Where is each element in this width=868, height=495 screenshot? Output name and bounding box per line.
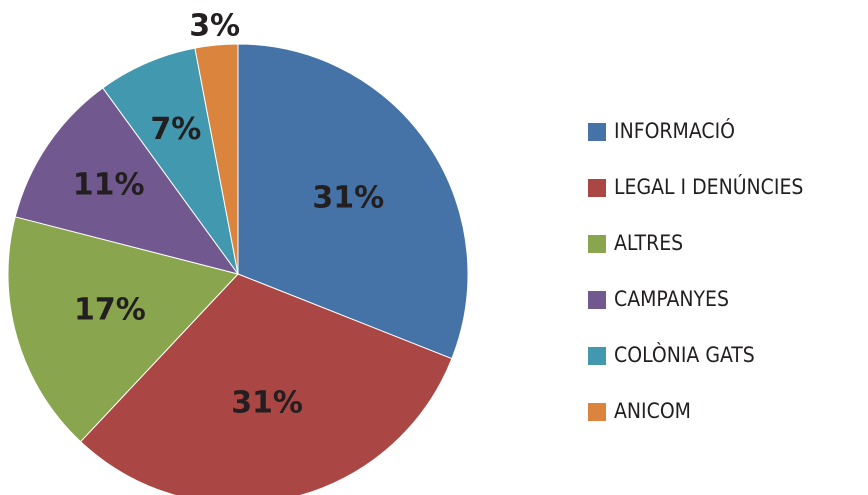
legend-label: COLÒNIA GATS xyxy=(614,342,755,367)
legend-label: INFORMACIÓ xyxy=(614,118,735,143)
legend-label: ANICOM xyxy=(614,399,691,423)
legend-swatch xyxy=(588,235,606,253)
legend-swatch xyxy=(588,403,606,421)
data-label: 3% xyxy=(189,9,240,44)
data-label: 7% xyxy=(150,112,201,147)
legend-swatch xyxy=(588,123,606,141)
pie-slice xyxy=(237,43,469,360)
data-label: 17% xyxy=(74,293,146,328)
data-label: 31% xyxy=(231,386,303,421)
pie-slice xyxy=(7,216,239,443)
pie-slice xyxy=(14,87,240,275)
legend-swatch xyxy=(588,347,606,365)
pie-slice xyxy=(194,43,239,275)
data-label: 31% xyxy=(312,181,384,216)
legend-label: LEGAL I DENÚNCIES xyxy=(614,174,803,199)
legend-label: CAMPANYES xyxy=(614,287,729,311)
legend-swatch xyxy=(588,291,606,309)
legend-swatch xyxy=(588,179,606,197)
legend-label: ALTRES xyxy=(614,231,683,255)
data-label: 11% xyxy=(73,168,145,203)
pie-slice xyxy=(102,47,239,275)
pie-slice xyxy=(79,273,453,495)
